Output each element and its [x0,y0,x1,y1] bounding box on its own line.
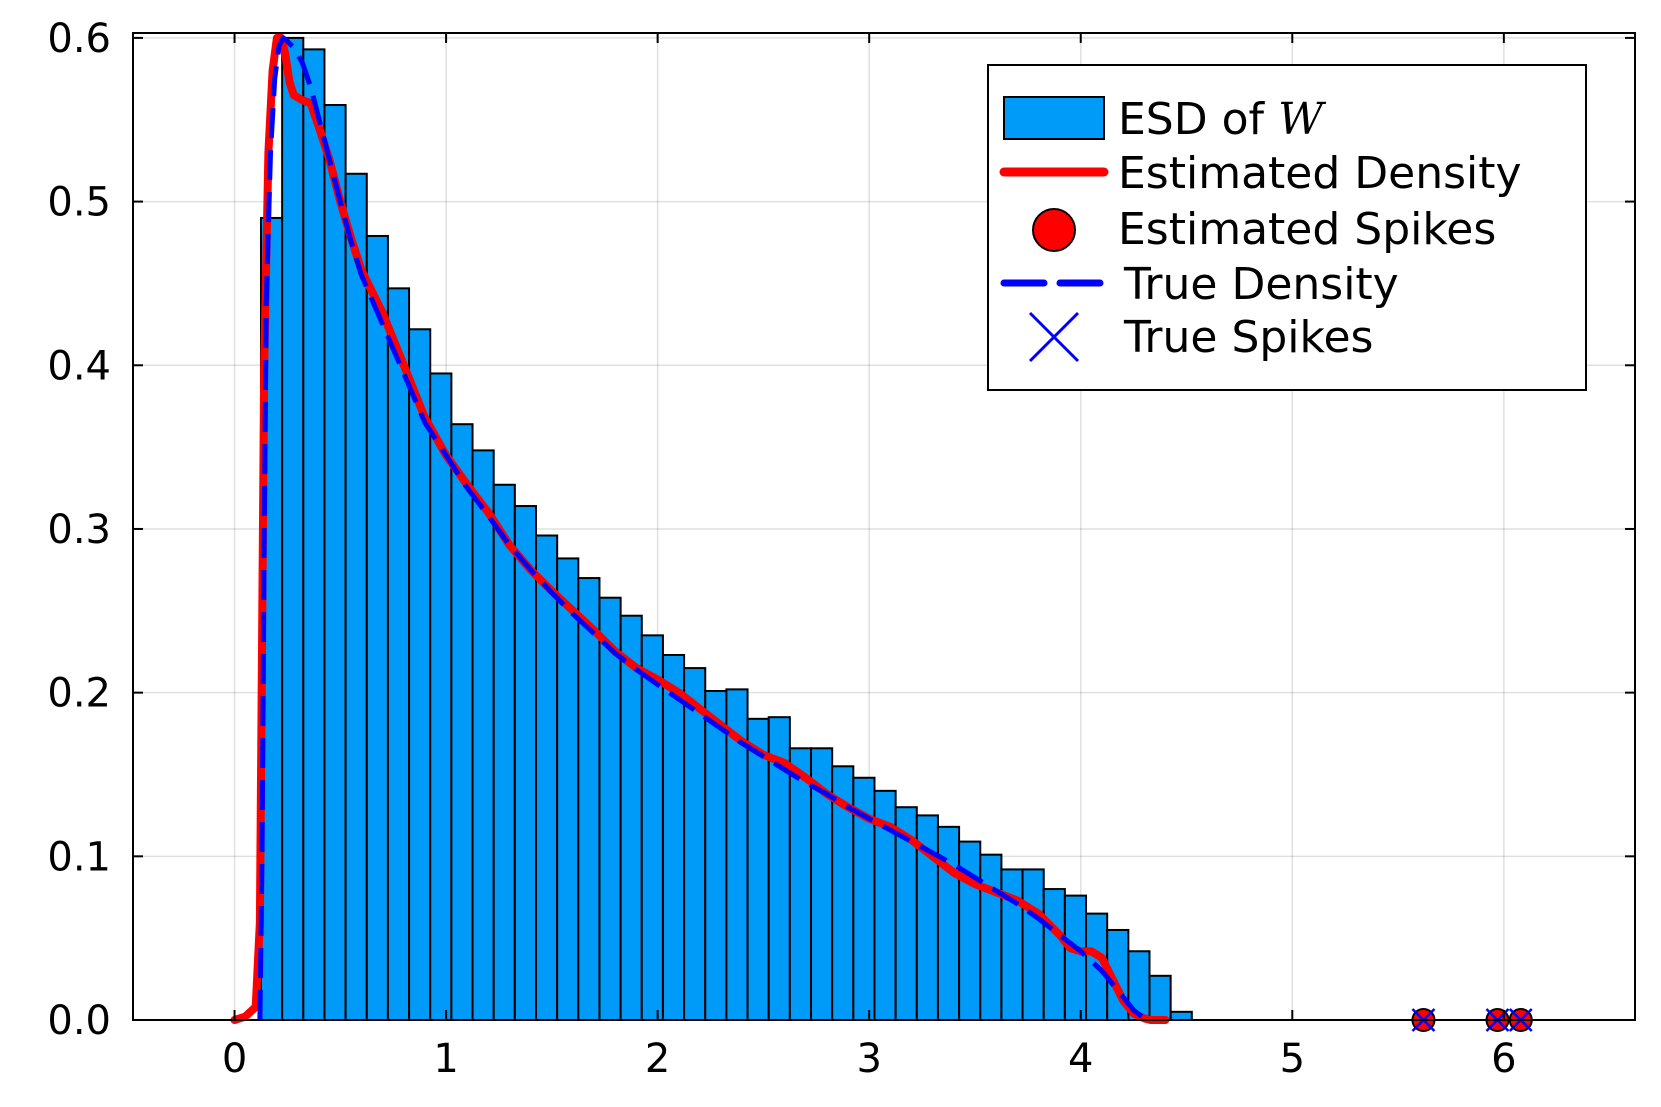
histogram-bar-1 [281,36,305,1021]
x-tick-label-5: 5 [1280,1036,1305,1082]
plot-frame [132,32,1636,1021]
legend-label-estimated-density: Estimated Density [1118,148,1522,199]
histogram-bar-2 [302,48,326,1021]
x-tick-label-0: 0 [222,1036,247,1082]
axis-ticks: 0 1 2 3 4 5 6 0.0 0.1 0.2 0.3 0.4 0.5 0.6 [47,16,1635,1082]
histogram-bar-6 [386,287,411,1022]
y-tick-label-0: 0.0 [47,998,111,1044]
legend-swatch-estimated-spikes [1032,208,1076,252]
histogram-bar-11 [492,483,516,1022]
histogram-bar-38 [1063,894,1088,1021]
legend-label-true-density: True Density [1123,259,1399,310]
legend-label-true-spikes: True Spikes [1123,312,1373,363]
histogram-bar-21 [704,690,728,1021]
y-tick-label-5: 0.5 [47,180,111,226]
density-lines [230,33,1170,1024]
x-tick-label-6: 6 [1491,1036,1516,1082]
histogram-bar-16 [598,596,622,1021]
legend-swatch-histogram [1003,96,1105,140]
x-tick-label-3: 3 [856,1036,881,1082]
x-tick-label-1: 1 [433,1036,458,1082]
histogram-bar-23 [746,717,770,1021]
histogram-bar-37 [1042,888,1066,1022]
histogram-bar-42 [1148,974,1172,1021]
histogram-bar-20 [683,667,707,1022]
histogram-bar-12 [513,505,538,1021]
y-tick-label-4: 0.4 [47,343,111,389]
legend-swatch-true-spikes [1028,311,1080,363]
histogram-bar-36 [1021,868,1045,1022]
histogram-bar-19 [661,653,686,1021]
histogram-bar-15 [577,577,601,1021]
histogram-bar-17 [619,614,643,1021]
legend: ESD of W Estimated Density Estimated Spi… [987,64,1587,391]
histogram-bar-9 [450,423,474,1022]
histogram-bar-14 [556,557,580,1021]
histogram-bar-43 [1169,1010,1193,1021]
histogram-bar-25 [788,747,813,1022]
histogram-bar-34 [979,853,1003,1021]
histogram-bar-7 [408,328,432,1021]
y-tick-label-6: 0.6 [47,16,111,62]
histogram-bar-10 [471,449,495,1021]
histogram-bar-5 [365,234,389,1022]
y-tick-label-1: 0.1 [47,834,111,880]
y-tick-label-2: 0.2 [47,671,111,717]
histogram-bar-13 [535,534,559,1021]
histogram-bar-8 [429,372,453,1021]
histogram-bar-3 [323,104,347,1021]
histogram-bar-18 [640,634,664,1021]
x-tick-label-4: 4 [1068,1036,1093,1082]
y-tick-label-3: 0.3 [47,507,111,553]
x-tick-label-2: 2 [645,1036,670,1082]
true-density-line [257,35,1153,1023]
legend-label-histogram: ESD of W [1118,94,1327,145]
legend-label-estimated-spikes: Estimated Spikes [1118,204,1496,255]
histogram-bar-4 [344,172,368,1021]
